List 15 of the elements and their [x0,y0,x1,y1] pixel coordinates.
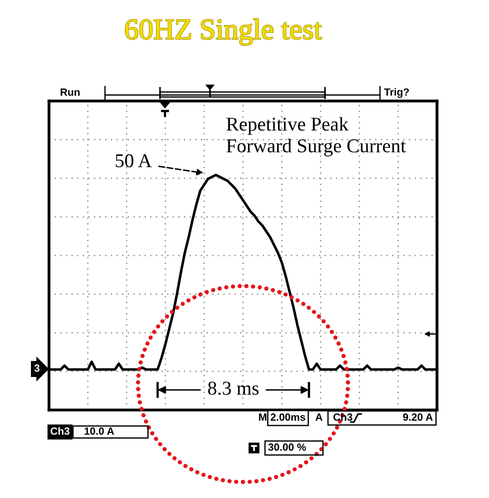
text: Run [60,88,80,96]
text: 30.00 % [268,443,306,451]
text: 3 [34,364,40,372]
text: Ch3 [333,413,352,421]
text: A [315,414,322,421]
text: M [259,414,266,421]
text: 9.20 A [403,413,433,421]
text: 8.3 ms [208,382,259,395]
text: Trig? [384,88,409,98]
text: 50 A [116,154,152,168]
text: Repetitive Peak Forward Surge Current [226,117,406,156]
text: 10.0 A [84,427,114,435]
text: 2.00ms [270,413,306,421]
text: Ch3 [50,427,70,435]
chart-title: 60HZ Single test [125,18,322,46]
